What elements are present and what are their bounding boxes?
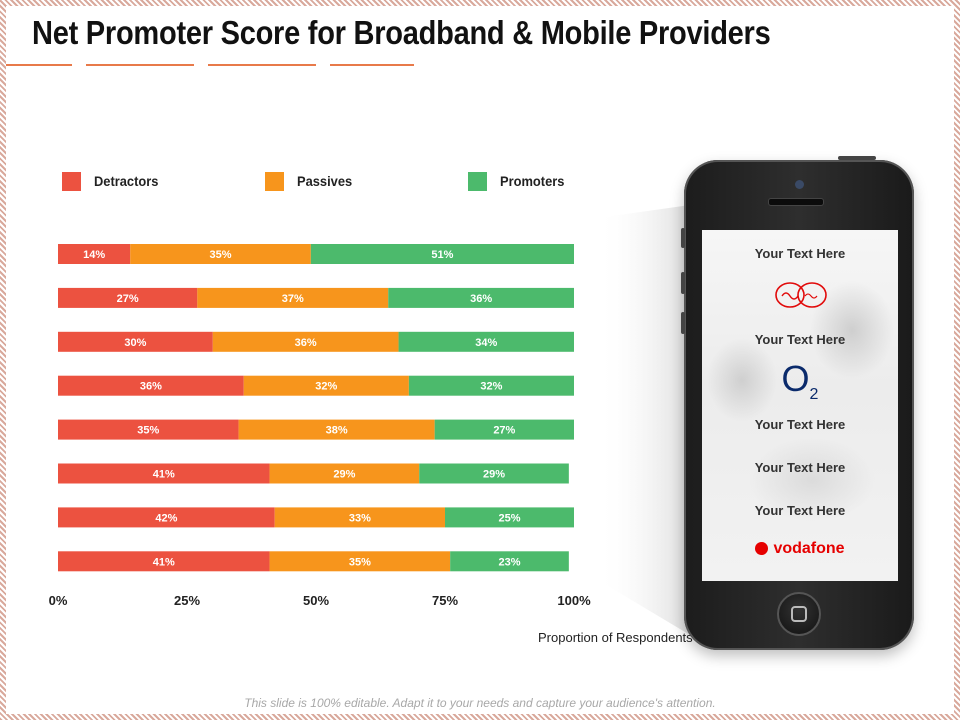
data-label-passives-5: 38% [326,425,348,437]
x-tick-label-3: 50% [303,593,329,608]
provider-text-2: Your Text Here [754,332,846,347]
data-label-promoters-4: 32% [480,381,502,393]
data-label-detractors-4: 36% [140,381,162,393]
phone-camera-icon [795,180,804,189]
legend-swatch-passives [265,171,284,191]
bar-detractors-7 [58,507,275,528]
bar-detractors-3 [58,331,213,352]
bar-passives-7 [274,507,445,528]
page-title: Net Promoter Score for Broadband & Mobil… [32,14,771,51]
bar-passives-4 [243,375,409,396]
provider-text-4: Your Text Here [754,460,846,475]
phone-volume-down [681,312,685,334]
data-label-passives-3: 36% [295,337,317,349]
data-label-passives-2: 37% [282,293,304,305]
data-label-passives-1: 35% [210,249,232,261]
phone-mute-switch [681,228,685,248]
legend-detractors: Detractors [62,171,164,191]
title-underline-3 [208,64,316,66]
bar-promoters-2 [388,287,574,308]
bar-passives-8 [269,551,451,572]
footer-note: This slide is 100% editable. Adapt it to… [244,696,716,710]
data-label-passives-7: 33% [349,512,371,524]
vodafone-speechmark-icon [755,542,769,555]
data-label-detractors-2: 27% [117,293,139,305]
data-label-detractors-6: 41% [153,469,175,481]
provider-text-1: Your Text Here [754,246,846,261]
bar-passives-5 [238,419,435,440]
data-label-promoters-6: 29% [483,469,505,481]
title-underline-2 [86,64,194,66]
bar-detractors-4 [58,375,244,396]
bar-passives-1 [130,244,311,264]
bar-detractors-8 [58,551,270,572]
bar-detractors-2 [58,287,198,308]
data-label-detractors-1: 14% [83,249,105,261]
bar-promoters-1 [310,244,574,264]
bar-promoters-6 [419,463,569,484]
bar-passives-3 [212,331,399,352]
home-button-square-icon [791,606,807,622]
bar-detractors-1 [58,244,131,264]
o2-logo-sub: 2 [809,386,819,404]
legend-swatch-detractors [62,171,81,191]
bar-promoters-8 [450,551,569,572]
legend-swatch-promoters [468,171,487,191]
phone-screen: Your Text Here Your Text Here O2 Your Te… [702,230,898,581]
legend-label-detractors: Detractors [94,173,159,189]
bar-promoters-5 [434,419,574,440]
bar-promoters-7 [445,507,574,528]
bar-promoters-4 [408,375,574,396]
legend-promoters: Promoters [468,171,570,191]
title-underline-1 [6,64,72,66]
phone-volume-up [681,272,685,294]
bar-detractors-6 [58,463,270,484]
provider-text-3: Your Text Here [754,417,846,432]
data-label-passives-4: 32% [315,381,337,393]
vodafone-logo-text: vodafone [773,540,845,557]
o2-logo-letter: O [781,358,810,399]
vodafone-logo: vodafone [702,540,898,558]
legend-label-passives: Passives [297,173,353,189]
virgin-media-logo-icon [775,282,827,308]
x-axis-title: Proportion of Respondents [538,630,693,645]
phone-home-button[interactable] [777,592,821,636]
phone-speaker [768,198,824,206]
x-tick-label-5: 100% [557,593,591,608]
data-label-promoters-5: 27% [493,425,515,437]
data-label-detractors-8: 41% [153,556,175,568]
phone-power-button [838,156,876,160]
data-label-detractors-5: 35% [137,425,159,437]
x-tick-label-4: 75% [432,593,458,608]
data-label-promoters-2: 36% [470,293,492,305]
x-tick-label-2: 25% [174,593,200,608]
data-label-promoters-3: 34% [475,337,497,349]
o2-logo: O2 [702,358,898,404]
data-label-promoters-8: 23% [498,556,520,568]
data-label-detractors-3: 30% [124,337,146,349]
data-label-detractors-7: 42% [155,512,177,524]
x-tick-label-1: 0% [49,593,68,608]
legend-label-promoters: Promoters [500,173,565,189]
data-label-promoters-1: 51% [431,249,453,261]
legend-passives: Passives [265,171,357,191]
bar-detractors-5 [58,419,239,440]
provider-text-5: Your Text Here [754,503,846,518]
data-label-passives-8: 35% [349,556,371,568]
bar-promoters-3 [398,331,574,352]
bar-passives-2 [197,287,389,308]
data-label-promoters-7: 25% [498,512,520,524]
title-underline-4 [330,64,414,66]
bar-passives-6 [269,463,420,484]
data-label-passives-6: 29% [333,469,355,481]
